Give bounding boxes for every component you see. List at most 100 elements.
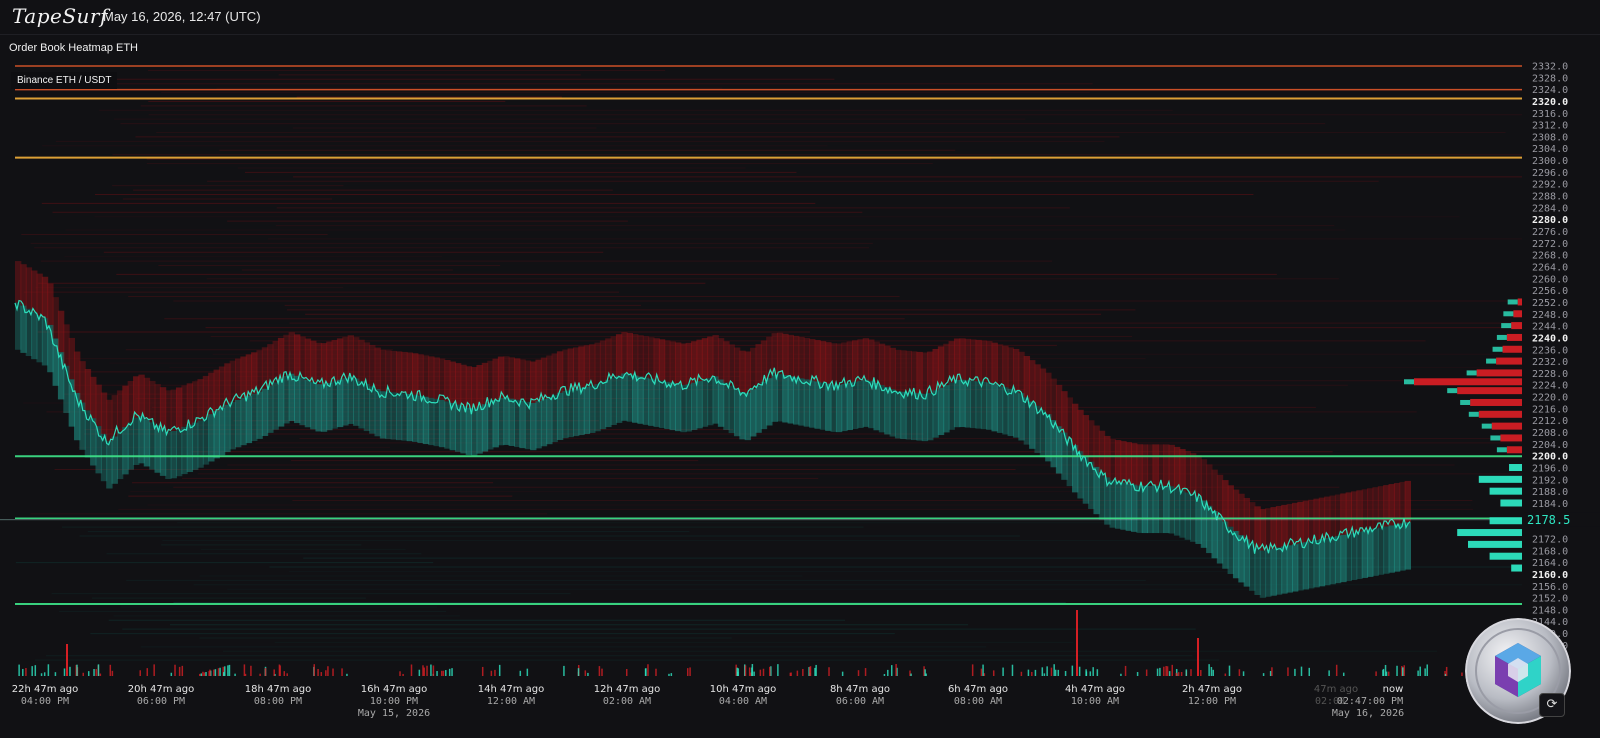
ask-heat-cell	[1066, 397, 1073, 439]
volume-bar	[481, 666, 484, 676]
time-tick-clock: 08:00 PM	[254, 696, 302, 707]
bid-heat-cell	[685, 384, 693, 432]
ask-heat-cell	[481, 362, 489, 405]
ask-heat-cell	[1350, 491, 1358, 533]
volume-bar	[430, 664, 432, 676]
ask-heat-cell	[1404, 480, 1411, 523]
current-price-tag	[1524, 512, 1600, 527]
ask-heat-cell	[175, 387, 183, 429]
ask-heat-cell	[825, 342, 832, 384]
volume-bar	[1054, 669, 1057, 676]
bid-heat-cell	[696, 381, 703, 429]
price-tick-label: 2308.0	[1532, 132, 1568, 143]
bid-heat-cell	[52, 338, 59, 386]
volume-bar	[1461, 672, 1463, 676]
bid-heat-cell	[535, 401, 542, 449]
bid-heat-cell	[733, 388, 741, 437]
heatmap-svg[interactable]: 2332.02328.02324.02320.02316.02312.02308…	[0, 61, 1600, 738]
bid-heat-cell	[369, 386, 376, 434]
volume-bar	[1328, 670, 1330, 676]
ask-heat-cell	[911, 351, 918, 393]
ask-heat-cell	[336, 338, 344, 380]
ask-heat-cell	[460, 364, 467, 407]
ask-heat-cell	[696, 339, 703, 382]
heatmap-chart[interactable]: 2332.0 2328.0 2324.0 2320.0 2316.0 2312.0 2308…	[0, 61, 1600, 738]
bid-heat-cell	[948, 382, 955, 430]
volume-bar	[259, 673, 261, 676]
volume-bar	[494, 669, 496, 676]
bid-heat-cell	[1045, 414, 1052, 462]
price-axis[interactable]: 2332.02328.02324.02320.02316.02312.02308…	[1524, 61, 1600, 664]
ask-heat-cell	[621, 332, 628, 374]
ask-heat-cell	[1291, 502, 1299, 545]
bid-heat-cell	[1109, 480, 1116, 528]
volume-bar	[768, 666, 771, 676]
ask-heat-cell	[589, 344, 596, 386]
volume-bar	[598, 666, 601, 676]
bid-heat-cell	[229, 402, 236, 450]
volume-bar	[1262, 673, 1265, 676]
bid-heat-cell	[878, 385, 886, 433]
bid-heat-cell	[669, 382, 676, 431]
price-tick-label: 2192.0	[1532, 475, 1568, 486]
bid-heat-cell	[1259, 550, 1267, 598]
volume-bar	[1300, 666, 1303, 676]
price-tick-label: 2292.0	[1532, 180, 1568, 191]
ask-heat-cell	[1372, 487, 1379, 529]
price-tick-label: 2276.0	[1532, 227, 1568, 238]
bid-heat-cell	[953, 379, 961, 428]
ask-heat-cell	[1249, 502, 1256, 544]
ask-heat-cell	[84, 368, 92, 411]
ask-heat-cell	[970, 339, 977, 381]
bid-heat-cell	[814, 381, 821, 429]
ask-heat-cell	[213, 369, 220, 412]
ask-heat-cell	[739, 350, 746, 393]
refresh-button[interactable]: ⟳	[1539, 693, 1565, 717]
ask-heat-cell	[916, 351, 923, 394]
volume-bar	[34, 665, 37, 676]
ask-heat-cell	[905, 350, 913, 393]
volume-bar	[442, 670, 445, 676]
app-logo[interactable]: TapeSurf	[12, 4, 108, 28]
ask-heat-cell	[513, 358, 521, 400]
volume-bar	[587, 672, 589, 676]
ask-heat-cell	[1324, 496, 1331, 538]
ask-heat-cell	[669, 341, 676, 383]
volume-spike	[1076, 610, 1078, 676]
bid-heat-cell	[438, 399, 446, 448]
volume-bar	[655, 668, 657, 676]
volume-bar	[82, 672, 85, 676]
ask-heat-cell	[701, 338, 709, 380]
bid-heat-cell	[1007, 388, 1014, 437]
bid-heat-cell	[894, 391, 902, 439]
volume-bar	[828, 667, 830, 676]
volume-bar	[809, 666, 811, 676]
bid-heat-cell	[798, 378, 805, 426]
time-tick-ago: 12h 47m ago	[594, 684, 660, 695]
volume-bar	[174, 664, 176, 676]
price-tick-label: 2168.0	[1532, 546, 1568, 557]
ask-heat-cell	[755, 344, 762, 386]
ask-heat-cell	[476, 364, 483, 407]
ask-heat-cell	[138, 374, 145, 417]
volume-bar	[1071, 665, 1074, 676]
ask-heat-cell	[551, 353, 558, 395]
ask-heat-cell	[412, 353, 419, 395]
ask-heat-cell	[79, 361, 86, 403]
volume-bar	[99, 673, 102, 676]
depth-edge-bar	[1496, 334, 1507, 340]
volume-bar	[410, 664, 413, 676]
bid-heat-cell	[1163, 485, 1170, 534]
ask-heat-cell	[733, 347, 741, 389]
time-tick-ago: 18h 47m ago	[245, 684, 311, 695]
volume-bar	[75, 664, 77, 676]
ask-heat-cell	[283, 334, 290, 377]
bid-depth-bar	[1468, 540, 1522, 548]
bid-heat-cell	[1377, 527, 1385, 575]
volume-bar	[735, 664, 737, 676]
ask-heat-cell	[159, 387, 167, 429]
volume-bar	[982, 664, 984, 676]
volume-bar	[327, 666, 329, 676]
volume-bar	[250, 665, 252, 676]
